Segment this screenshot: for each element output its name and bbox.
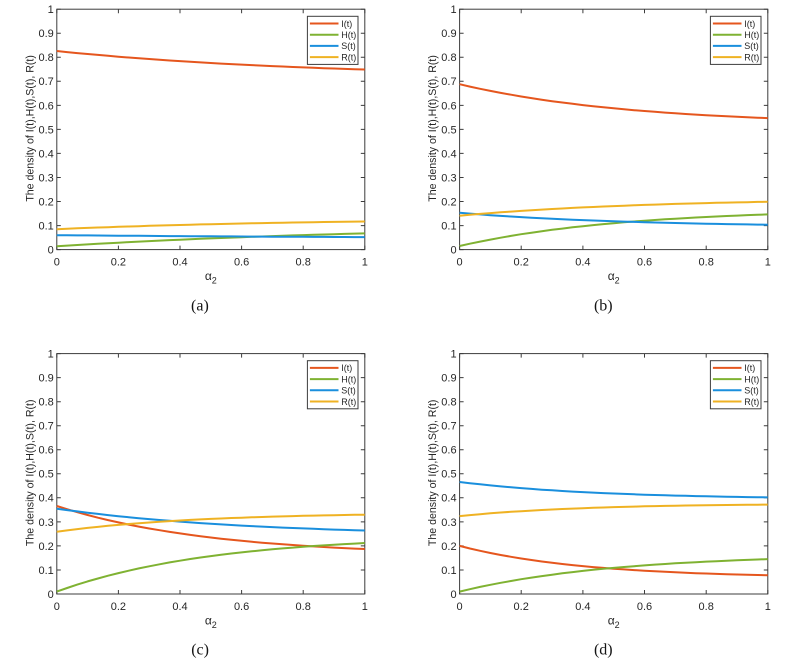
svg-text:1: 1 <box>450 4 456 16</box>
svg-text:0.2: 0.2 <box>441 196 456 208</box>
svg-text:H(t): H(t) <box>744 30 759 40</box>
svg-text:1: 1 <box>48 4 54 16</box>
svg-text:The density of I(t),H(t),S(t),: The density of I(t),H(t),S(t), R(t) <box>427 400 439 547</box>
svg-text:0.4: 0.4 <box>575 257 590 269</box>
svg-text:0: 0 <box>450 589 456 601</box>
svg-text:0: 0 <box>54 257 60 269</box>
svg-text:0.2: 0.2 <box>111 601 126 613</box>
svg-text:R(t): R(t) <box>744 52 759 62</box>
svg-text:1: 1 <box>48 349 54 361</box>
svg-text:0: 0 <box>457 257 463 269</box>
svg-text:R(t): R(t) <box>744 397 759 407</box>
svg-text:0.8: 0.8 <box>39 397 54 409</box>
svg-text:0.8: 0.8 <box>441 52 456 64</box>
svg-text:0.3: 0.3 <box>441 172 456 184</box>
svg-text:0.8: 0.8 <box>699 601 714 613</box>
svg-text:0.7: 0.7 <box>441 421 456 433</box>
svg-text:(c): (c) <box>191 642 209 659</box>
svg-text:0.9: 0.9 <box>441 373 456 385</box>
svg-text:0: 0 <box>457 601 463 613</box>
svg-text:0.9: 0.9 <box>39 373 54 385</box>
svg-text:0.6: 0.6 <box>637 257 652 269</box>
svg-text:0.2: 0.2 <box>39 196 54 208</box>
svg-text:0.1: 0.1 <box>441 221 456 233</box>
svg-text:The density of I(t),H(t),S(t),: The density of I(t),H(t),S(t), R(t) <box>24 400 36 547</box>
svg-text:0.7: 0.7 <box>39 421 54 433</box>
svg-text:I(t): I(t) <box>341 19 352 29</box>
svg-text:R(t): R(t) <box>341 52 356 62</box>
svg-text:0.6: 0.6 <box>441 100 456 112</box>
svg-text:0.9: 0.9 <box>39 28 54 40</box>
svg-text:0.4: 0.4 <box>575 601 590 613</box>
svg-text:0: 0 <box>48 245 54 257</box>
svg-text:0.6: 0.6 <box>637 601 652 613</box>
svg-text:(d): (d) <box>594 642 613 659</box>
svg-text:α2: α2 <box>608 613 620 630</box>
svg-text:α2: α2 <box>205 613 217 630</box>
svg-text:1: 1 <box>362 601 368 613</box>
svg-text:0: 0 <box>450 245 456 257</box>
svg-text:0.8: 0.8 <box>39 52 54 64</box>
svg-text:I(t): I(t) <box>744 363 755 373</box>
svg-text:0.1: 0.1 <box>441 565 456 577</box>
svg-text:I(t): I(t) <box>341 363 352 373</box>
svg-text:0.4: 0.4 <box>441 148 456 160</box>
svg-text:0.8: 0.8 <box>699 257 714 269</box>
svg-text:0: 0 <box>54 601 60 613</box>
svg-text:I(t): I(t) <box>744 19 755 29</box>
svg-text:1: 1 <box>765 601 771 613</box>
svg-text:0.6: 0.6 <box>441 445 456 457</box>
svg-text:0.4: 0.4 <box>172 257 187 269</box>
svg-text:S(t): S(t) <box>341 386 356 396</box>
svg-text:α2: α2 <box>608 269 620 286</box>
svg-text:0.6: 0.6 <box>234 601 249 613</box>
svg-text:0.2: 0.2 <box>111 257 126 269</box>
svg-text:0.7: 0.7 <box>441 76 456 88</box>
svg-text:(b): (b) <box>594 297 613 314</box>
svg-text:0.6: 0.6 <box>39 445 54 457</box>
svg-text:H(t): H(t) <box>341 30 356 40</box>
svg-text:1: 1 <box>450 349 456 361</box>
svg-text:0.5: 0.5 <box>39 124 54 136</box>
svg-text:0.1: 0.1 <box>39 221 54 233</box>
svg-text:1: 1 <box>362 257 368 269</box>
svg-text:(a): (a) <box>191 297 209 314</box>
svg-text:0.1: 0.1 <box>39 565 54 577</box>
svg-text:S(t): S(t) <box>744 41 759 51</box>
svg-text:0.5: 0.5 <box>441 124 456 136</box>
svg-text:S(t): S(t) <box>744 386 759 396</box>
svg-text:The density of I(t),H(t),S(t),: The density of I(t),H(t),S(t), R(t) <box>24 55 36 202</box>
svg-text:0.4: 0.4 <box>172 601 187 613</box>
svg-text:0: 0 <box>48 589 54 601</box>
svg-text:0.4: 0.4 <box>39 148 54 160</box>
svg-text:0.5: 0.5 <box>39 469 54 481</box>
svg-text:0.8: 0.8 <box>441 397 456 409</box>
svg-text:0.2: 0.2 <box>514 601 529 613</box>
svg-text:0.4: 0.4 <box>39 493 54 505</box>
svg-text:R(t): R(t) <box>341 397 356 407</box>
svg-text:0.3: 0.3 <box>39 517 54 529</box>
svg-text:α2: α2 <box>205 269 217 286</box>
svg-text:0.8: 0.8 <box>296 257 311 269</box>
svg-text:0.6: 0.6 <box>39 100 54 112</box>
svg-text:1: 1 <box>765 257 771 269</box>
svg-text:0.2: 0.2 <box>514 257 529 269</box>
svg-text:0.2: 0.2 <box>441 541 456 553</box>
svg-text:The density of I(t),H(t),S(t),: The density of I(t),H(t),S(t), R(t) <box>427 55 439 202</box>
svg-text:0.3: 0.3 <box>39 172 54 184</box>
svg-text:0.3: 0.3 <box>441 517 456 529</box>
svg-text:0.5: 0.5 <box>441 469 456 481</box>
svg-text:0.8: 0.8 <box>296 601 311 613</box>
svg-text:H(t): H(t) <box>341 374 356 384</box>
svg-text:0.6: 0.6 <box>234 257 249 269</box>
svg-text:0.9: 0.9 <box>441 28 456 40</box>
svg-text:0.4: 0.4 <box>441 493 456 505</box>
svg-text:S(t): S(t) <box>341 41 356 51</box>
svg-text:0.7: 0.7 <box>39 76 54 88</box>
svg-text:0.2: 0.2 <box>39 541 54 553</box>
svg-text:H(t): H(t) <box>744 374 759 384</box>
